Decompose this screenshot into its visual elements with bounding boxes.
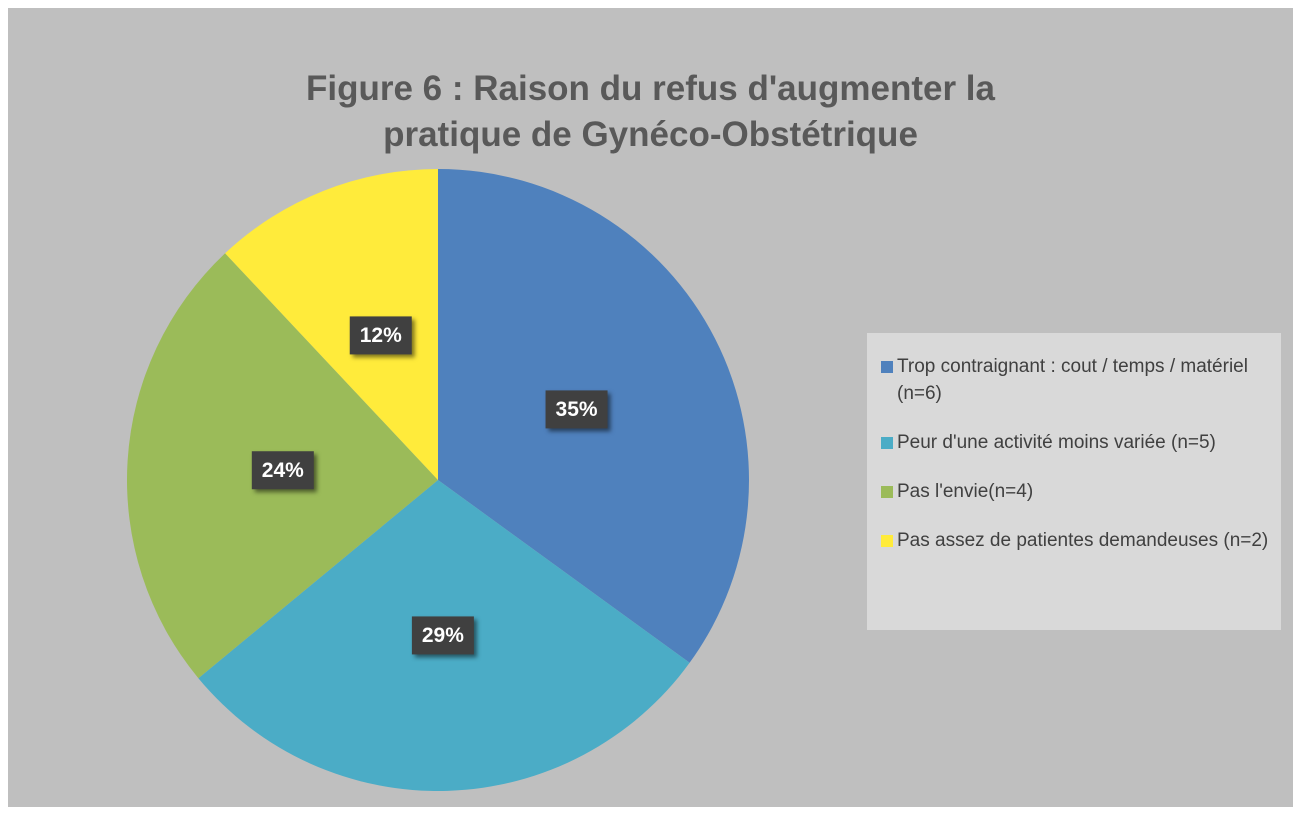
data-label: 29% <box>422 624 464 647</box>
legend-item: Pas l'envie(n=4) <box>881 478 1271 505</box>
legend-item: Peur d'une activité moins variée (n=5) <box>881 429 1271 456</box>
legend-swatch <box>881 361 893 373</box>
data-label-box <box>349 316 412 355</box>
legend: Trop contraignant : cout / temps / matér… <box>867 333 1281 630</box>
chart-title: Figure 6 : Raison du refus d'augmenter l… <box>306 69 995 154</box>
legend-swatch <box>881 535 893 547</box>
legend-item: Trop contraignant : cout / temps / matér… <box>881 353 1271 407</box>
data-label: 24% <box>262 459 304 482</box>
legend-swatch <box>881 486 893 498</box>
legend-swatch <box>881 437 893 449</box>
pie-area: 35% 29% 24% 12% <box>127 169 749 792</box>
legend-label: Pas l'envie(n=4) <box>897 481 1034 502</box>
data-label-box <box>545 390 608 429</box>
legend-label: Peur d'une activité moins variée (n=5) <box>897 432 1216 453</box>
legend-label: Pas assez de patientes demandeuses (n=2) <box>897 530 1269 551</box>
pie-slice <box>225 169 438 480</box>
legend-item: Pas assez de patientes demandeuses (n=2) <box>881 527 1271 554</box>
data-label-box <box>411 616 474 655</box>
data-label-box <box>251 451 314 490</box>
data-label: 12% <box>360 324 402 347</box>
data-label: 35% <box>556 398 598 421</box>
legend-label: Trop contraignant : cout / temps / matér… <box>897 356 1248 404</box>
chart: 35% 29% 24% 12% Figure 6 : Raison du refus … <box>8 8 1293 807</box>
